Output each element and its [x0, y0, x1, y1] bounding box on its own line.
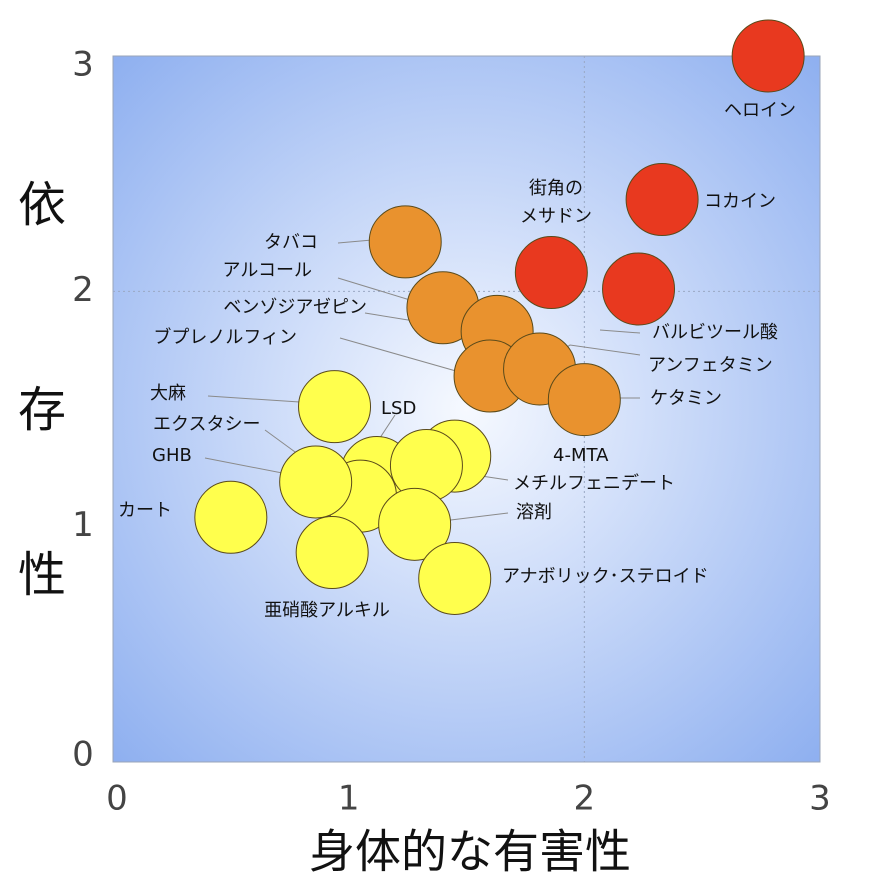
bubble-point: [625, 163, 699, 237]
y-axis-title-char: 存: [18, 382, 66, 438]
leader-line: [339, 337, 471, 376]
bubble-point: [295, 516, 369, 590]
point-label: 亜硝酸アルキル: [264, 600, 390, 621]
point-label: アンフェタミン: [648, 355, 773, 376]
leader-line: [337, 277, 411, 301]
point-label: ブプレノルフィン: [153, 326, 297, 348]
point-label: ベンゾジアゼピン: [223, 297, 367, 318]
point-label: タバコ: [264, 232, 318, 253]
bubbles: [194, 19, 805, 615]
y-tick-label: 1: [72, 505, 94, 545]
bubble-point: [279, 445, 353, 519]
leader-line: [599, 329, 641, 334]
x-tick-label: 0: [106, 779, 128, 819]
point-label: 溶剤: [516, 502, 552, 523]
point-label: アルコール: [223, 260, 312, 281]
y-axis-title-char: 性: [18, 547, 66, 603]
bubble-point: [514, 236, 588, 310]
point-label: ケタミン: [650, 388, 722, 409]
point-label: LSD: [381, 398, 416, 419]
bubble-point: [547, 363, 621, 437]
point-label: 街角の: [529, 178, 583, 199]
bubble-point: [418, 541, 492, 615]
bubble-point: [602, 252, 676, 326]
x-axis-title: 身体的な有害性: [309, 825, 631, 879]
axis-ticks: 0 1 2 3 0 1 2 3: [72, 45, 831, 819]
bubble-point: [368, 205, 442, 279]
point-label: 4-MTA: [553, 445, 609, 466]
x-tick-label: 3: [809, 779, 831, 819]
point-label: エクスタシー: [153, 414, 260, 435]
leader-line: [337, 239, 373, 244]
y-tick-label: 3: [72, 45, 94, 85]
y-axis-title-char: 依: [18, 177, 66, 233]
bubble-point: [378, 487, 452, 561]
y-tick-label: 0: [72, 735, 94, 775]
bubble-point: [194, 480, 268, 554]
x-tick-label: 2: [574, 779, 596, 819]
point-label: バルビツール酸: [652, 322, 778, 343]
point-label: GHB: [152, 445, 192, 466]
bubble-point: [298, 370, 372, 444]
bubble-point: [731, 19, 805, 93]
point-label: アナボリック･ステロイド: [502, 566, 709, 587]
point-label: コカイン: [704, 191, 776, 212]
x-tick-label: 1: [338, 779, 360, 819]
y-tick-label: 2: [72, 270, 94, 310]
point-label: 大麻: [150, 383, 186, 404]
point-label: ヘロイン: [724, 100, 796, 121]
axis-titles: 身体的な有害性 依存性: [18, 177, 631, 879]
point-label: カート: [118, 500, 172, 521]
plot-area: [112, 55, 821, 763]
point-label: メチルフェニデート: [513, 473, 675, 494]
point-label: メサドン: [520, 206, 592, 227]
